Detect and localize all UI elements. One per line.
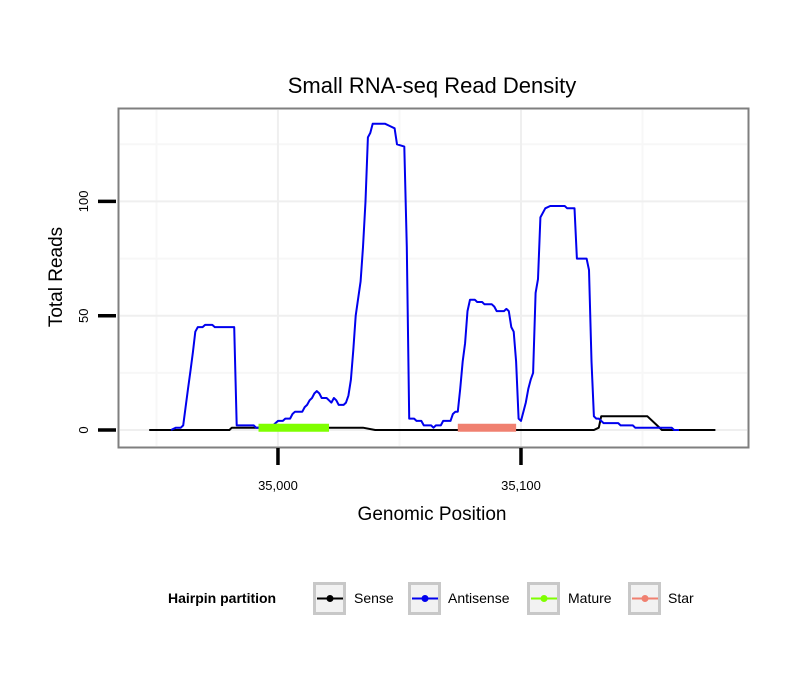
axes: 35,000 35,100 0 50 100 <box>76 191 541 493</box>
legend-key-point-star <box>641 595 649 602</box>
y-tick-label-1: 50 <box>76 308 91 322</box>
plot-border <box>117 107 750 449</box>
legend-label-mature: Mature <box>568 590 612 606</box>
x-tick-label-0: 35,000 <box>258 478 298 493</box>
y-tick-label-0: 0 <box>76 426 91 433</box>
legend-key-point-sense <box>326 595 334 602</box>
series-layer <box>149 122 716 432</box>
x-tick-label-1: 35,100 <box>501 478 541 493</box>
legend-label-antisense: Antisense <box>448 590 510 606</box>
legend: Hairpin partition Sense Antisense Mature St… <box>168 582 694 615</box>
y-axis-title: Total Reads <box>46 227 67 327</box>
legend-label-star: Star <box>668 590 694 606</box>
legend-label-sense: Sense <box>354 590 394 606</box>
legend-key-point-mature <box>540 595 548 602</box>
legend-title: Hairpin partition <box>168 590 276 606</box>
chart-title: Small RNA-seq Read Density <box>288 73 577 98</box>
y-tick-label-2: 100 <box>76 191 91 213</box>
x-axis-title: Genomic Position <box>358 504 507 525</box>
legend-key-point-antisense <box>421 595 429 602</box>
